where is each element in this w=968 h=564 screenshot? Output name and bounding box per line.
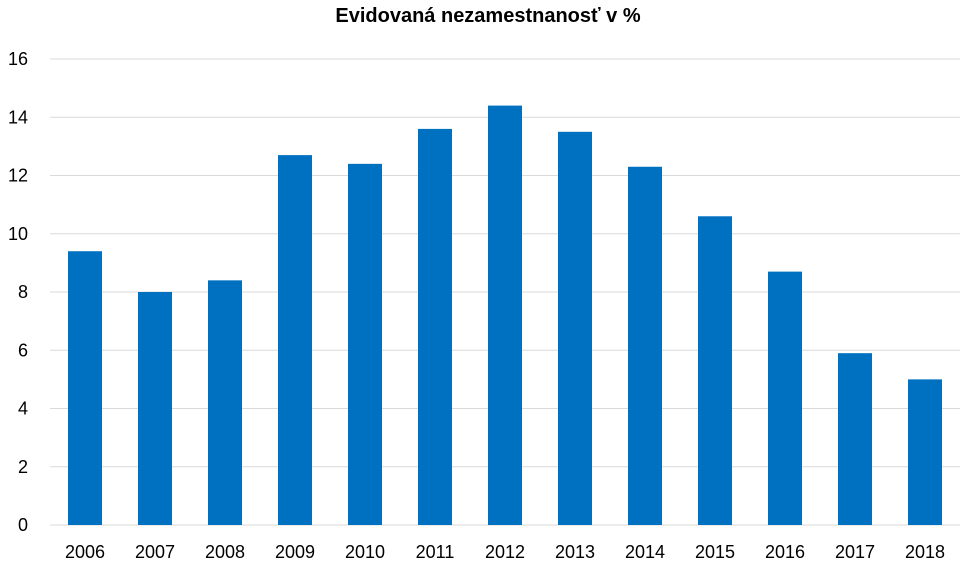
y-tick-label: 6 [18,340,28,360]
y-tick-label: 0 [18,515,28,535]
bars [68,105,942,526]
bar-2009 [278,155,312,526]
bar-2015 [698,216,732,525]
x-tick-label: 2009 [275,542,315,562]
y-tick-label: 16 [8,49,28,69]
x-tick-label: 2011 [416,542,455,562]
x-tick-label: 2007 [135,542,175,562]
x-tick-label: 2010 [345,542,385,562]
y-tick-label: 14 [8,107,28,127]
x-tick-label: 2017 [835,542,875,562]
x-axis: 2006 2007 2008 2009 2010 2011 2012 2013 2014 2015… [65,542,945,562]
bar-2014 [628,166,662,525]
bar-2007 [138,292,172,525]
y-tick-label: 8 [18,282,28,302]
x-tick-label: 2016 [765,542,805,562]
bar-2006 [68,251,102,525]
x-tick-label: 2006 [65,542,105,562]
bar-2013 [558,131,592,525]
x-tick-label: 2013 [555,542,595,562]
bar-2008 [208,280,242,525]
y-tick-label: 4 [18,399,28,419]
x-tick-label: 2014 [625,542,665,562]
x-tick-label: 2018 [905,542,945,562]
x-tick-label: 2015 [695,542,735,562]
bar-2018 [908,379,942,525]
y-tick-label: 2 [18,457,28,477]
bar-2017 [838,353,872,525]
bar-2010 [348,163,382,525]
y-tick-label: 12 [8,166,28,186]
x-tick-label: 2008 [205,542,245,562]
bar-2011 [418,128,452,525]
bar-2016 [768,271,802,525]
bar-2012 [488,105,522,525]
x-tick-label: 2012 [485,542,525,562]
y-axis: 0 2 4 6 8 10 12 14 16 [8,49,28,535]
chart-title: Evidovaná nezamestnanosť v % [335,5,640,27]
y-tick-label: 10 [8,224,28,244]
